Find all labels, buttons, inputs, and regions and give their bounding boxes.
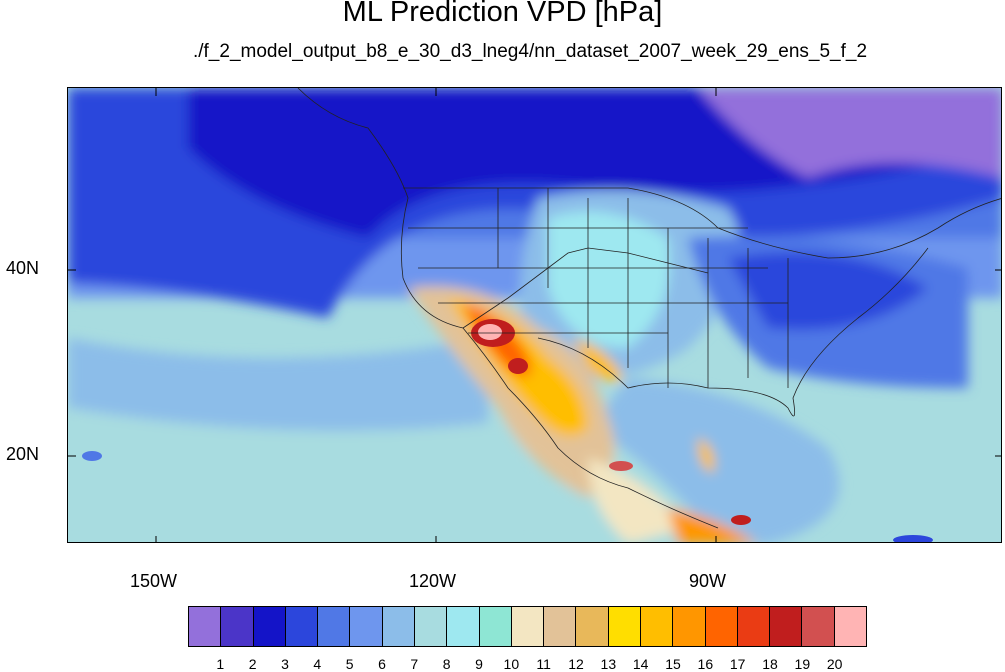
legend-label: 17 [729,656,746,672]
legend-swatch [673,607,706,646]
legend-label: 14 [632,656,649,672]
lon-label-150w: 150W [130,571,178,591]
legend-swatch [189,607,222,646]
lat-label-40n: 40N [6,258,40,278]
legend-swatch [834,607,866,646]
vpd-map [67,87,1002,543]
legend-label: 16 [697,656,714,672]
legend-swatch [576,607,609,646]
legend-label: 10 [503,656,520,672]
legend-label: 2 [248,656,257,672]
legend-colorbar [188,606,867,647]
legend-swatch [285,607,319,646]
legend-swatch [414,607,448,646]
legend-label: 6 [378,656,386,672]
legend-swatch [447,607,480,646]
legend-swatch [479,607,512,646]
legend-swatch [318,607,351,646]
lon-label-90w: 90W [689,571,727,591]
legend-swatch [350,607,383,646]
legend-label: 13 [600,656,617,672]
legend-swatch [770,607,803,646]
lat-label-20n: 20N [6,444,40,464]
legend-label: 5 [345,656,354,672]
legend-label: 20 [826,656,843,672]
map-title: ML Prediction VPD [hPa] [342,0,663,28]
legend-label: 4 [313,656,322,672]
legend-swatch [640,607,674,646]
legend-swatch [382,607,415,646]
vpd-field [68,88,1001,542]
legend-swatch [544,607,577,646]
lon-label-120w: 120W [409,571,457,591]
grid-ticks [68,88,1001,542]
legend-swatch [608,607,641,646]
legend-label: 11 [536,656,551,672]
legend-label: 7 [410,656,419,672]
legend-label: 1 [216,656,225,672]
legend-label: 19 [794,656,811,672]
legend-swatch [511,607,545,646]
legend-label: 3 [281,656,289,672]
map-subtitle: ./f_2_model_output_b8_e_30_d3_lneg4/nn_d… [192,41,868,62]
legend-label: 15 [665,656,681,672]
legend-swatch [802,607,835,646]
legend-swatch [253,607,286,646]
legend-swatch [737,607,771,646]
legend-swatch [221,607,254,646]
hot-core [82,319,933,542]
legend-label: 18 [762,656,778,672]
legend-swatch [705,607,738,646]
legend-label: 12 [568,656,584,672]
legend-label: 8 [442,656,451,672]
legend-label: 9 [475,656,483,672]
coastlines [297,88,1001,529]
